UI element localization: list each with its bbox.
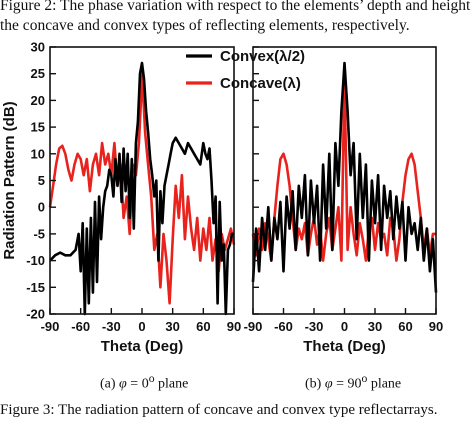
series-line-convex-b: [251, 61, 438, 293]
subcaption-b-equals: = 90: [332, 376, 362, 392]
subcaption-b-suffix: plane: [367, 376, 402, 392]
y-tick-label-a: 30: [31, 40, 45, 55]
figure-2-caption-tail: Figure 2: The phase variation with respe…: [0, 0, 474, 36]
y-tick-label-a: -5: [33, 226, 45, 241]
x-axis-label-a: Theta (Deg): [101, 338, 184, 355]
series-line-concave-b: [251, 77, 436, 262]
x-tick-label-b: 0: [341, 319, 348, 334]
legend-label-concave: Concave(λ): [220, 75, 301, 92]
caption-line-2: the concave and convex types of reflecti…: [0, 17, 410, 34]
x-tick-label-a: 90: [227, 319, 241, 334]
y-tick-label-a: 5: [38, 173, 45, 188]
subcaption-a-label: (a): [100, 376, 116, 392]
subcaption-b-label: (b): [305, 376, 322, 392]
x-tick-label-b: 30: [368, 319, 382, 334]
x-tick-label-b: 60: [398, 319, 412, 334]
x-axis-label-b: Theta (Deg): [303, 338, 386, 355]
y-tick-label-a: 20: [31, 93, 45, 108]
x-tick-label-a: 30: [165, 319, 179, 334]
series-line-convex-a: [49, 61, 234, 316]
subcaption-a-equals: = 0: [126, 376, 149, 392]
legend-label-convex: Convex(λ/2): [220, 48, 305, 65]
x-tick-label-a: -60: [71, 319, 90, 334]
figure-3-caption: Figure 3: The radiation pattern of conca…: [0, 402, 438, 418]
subcaption-a-degree: o: [148, 372, 155, 385]
x-tick-label-b: -90: [244, 319, 263, 334]
series-line-concave-a: [48, 67, 236, 305]
subcaption-b-degree: o: [361, 372, 368, 385]
y-tick-label-a: 0: [38, 200, 45, 215]
subcaption-a-suffix: plane: [154, 376, 189, 392]
x-tick-label-b: -60: [274, 319, 293, 334]
caption-line-1: Figure 2: The phase variation with respe…: [0, 0, 471, 14]
y-tick-label-a: -15: [26, 280, 45, 295]
x-tick-label-b: -30: [305, 319, 324, 334]
y-tick-label-a: -20: [26, 307, 45, 322]
x-tick-label-a: 0: [138, 319, 145, 334]
subcaption-a: (a) φ = 0o plane: [100, 372, 188, 393]
x-tick-label-a: -30: [102, 319, 121, 334]
y-tick-label-a: 10: [31, 146, 45, 161]
subcaption-b: (b) φ = 90o plane: [305, 372, 401, 393]
subcaption-b-phi: φ: [324, 376, 333, 392]
x-tick-label-a: -90: [41, 319, 60, 334]
y-tick-label-a: -10: [26, 253, 45, 268]
y-tick-label-a: 15: [31, 120, 45, 135]
y-axis-label-a: Radiation Pattern (dB): [1, 101, 18, 259]
x-tick-label-b: 90: [429, 319, 443, 334]
x-tick-label-a: 60: [196, 319, 210, 334]
subcaption-a-phi: φ: [119, 376, 127, 392]
y-tick-label-a: 25: [31, 66, 45, 81]
